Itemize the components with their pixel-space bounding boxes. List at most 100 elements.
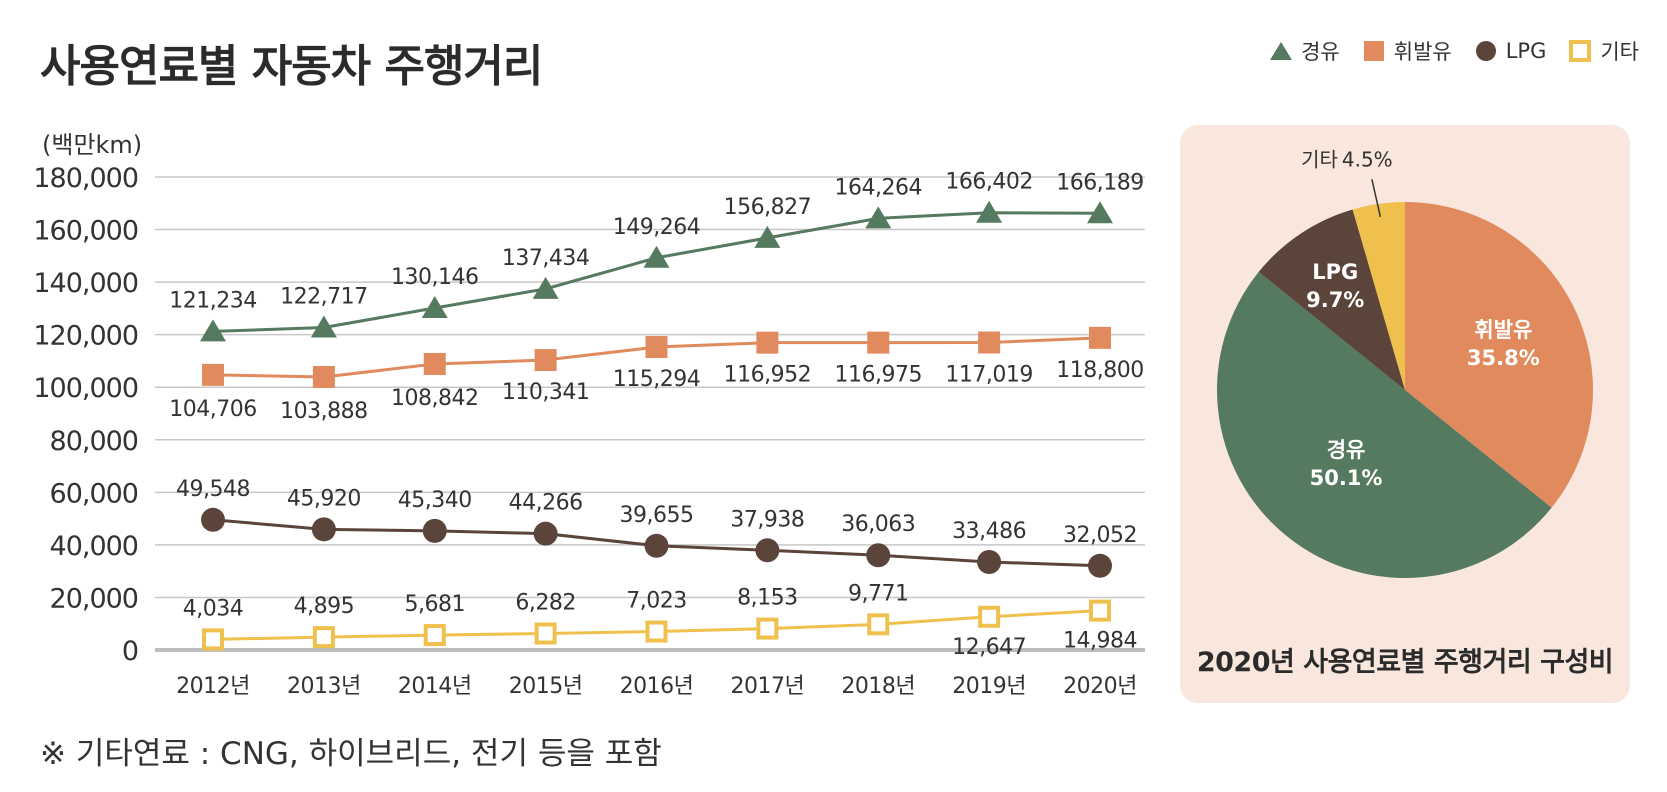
data-label: 115,294 xyxy=(613,367,700,392)
data-point xyxy=(754,225,781,248)
data-point xyxy=(310,315,337,338)
data-label: 4,034 xyxy=(183,596,243,621)
data-point xyxy=(201,507,225,532)
legend: 경유 휘발유 LPG 기타 xyxy=(1269,36,1639,66)
data-point xyxy=(1089,599,1111,622)
data-point xyxy=(978,331,1001,354)
data-point xyxy=(978,605,1001,628)
data-point xyxy=(534,349,557,372)
data-label: 103,888 xyxy=(280,399,367,424)
data-label: 110,341 xyxy=(502,380,589,405)
data-point xyxy=(867,613,890,636)
data-label: 45,340 xyxy=(398,488,472,513)
data-point xyxy=(643,245,670,268)
pie-slice xyxy=(1216,271,1552,579)
data-point xyxy=(1089,326,1111,349)
data-point xyxy=(645,336,668,359)
y-tick-label: 180,000 xyxy=(33,163,138,194)
data-point xyxy=(867,331,890,354)
data-label: 45,920 xyxy=(287,486,361,511)
data-label: 137,434 xyxy=(502,246,589,271)
pie-panel: 휘발유 35.8% 경유 50.1% LPG 9.7% 기타 4.5% 2020년 사용연료별… xyxy=(1180,125,1630,703)
y-tick-label: 160,000 xyxy=(33,216,138,247)
x-tick-label: 2015년 xyxy=(509,674,583,699)
data-point xyxy=(534,622,557,645)
slice-name-label: LPG xyxy=(1312,260,1358,284)
data-label: 149,264 xyxy=(613,215,700,240)
slice-name-label: 경유 xyxy=(1327,438,1366,462)
slice-name-label: 휘발유 xyxy=(1474,318,1532,342)
y-tick-label: 140,000 xyxy=(33,268,138,299)
y-tick-label: 20,000 xyxy=(50,583,138,614)
slice-name-label: 기타 xyxy=(1301,147,1338,171)
legend-label: 경유 xyxy=(1301,40,1340,64)
y-tick-label: 100,000 xyxy=(33,373,138,404)
y-tick-label: 80,000 xyxy=(50,426,138,457)
x-tick-label: 2013년 xyxy=(287,674,361,699)
data-label: 156,827 xyxy=(724,195,811,220)
legend-item-other: 기타 xyxy=(1568,36,1639,66)
data-label: 121,234 xyxy=(169,288,256,313)
data-label: 116,952 xyxy=(724,363,811,388)
data-point xyxy=(977,550,1002,575)
data-label: 108,842 xyxy=(391,386,478,411)
x-tick-label: 2017년 xyxy=(731,674,805,699)
triangle-marker-icon xyxy=(1270,42,1293,60)
y-axis-label: (백만km) xyxy=(42,131,142,159)
data-label: 39,655 xyxy=(620,503,694,528)
data-label: 6,282 xyxy=(515,590,575,615)
legend-item-lpg: LPG xyxy=(1474,39,1546,63)
slice-value-label: 4.5% xyxy=(1342,147,1393,171)
data-point xyxy=(422,518,447,543)
y-tick-label: 0 xyxy=(122,636,138,667)
y-tick-label: 40,000 xyxy=(50,531,138,562)
x-tick-label: 2019년 xyxy=(952,674,1026,699)
data-point xyxy=(312,626,335,649)
data-label: 32,052 xyxy=(1063,523,1137,548)
data-label: 8,153 xyxy=(737,586,797,611)
pie-slice xyxy=(1258,209,1405,390)
data-label: 166,189 xyxy=(1056,170,1143,195)
data-point xyxy=(421,296,448,319)
data-label: 33,486 xyxy=(952,519,1026,544)
data-label: 122,717 xyxy=(280,285,367,310)
data-point xyxy=(200,319,226,342)
data-point xyxy=(312,366,335,389)
data-label: 4,895 xyxy=(294,594,354,619)
data-label: 116,975 xyxy=(835,363,922,388)
data-point xyxy=(865,206,892,229)
data-point xyxy=(756,617,779,640)
data-label: 12,647 xyxy=(952,635,1026,660)
data-point xyxy=(311,517,336,542)
square-marker-icon xyxy=(1363,41,1384,61)
line-chart: (백만km) 0 20,000 40,000 60,000 80,000 100,000 12… xyxy=(33,131,1145,699)
data-point xyxy=(1087,201,1113,224)
data-label: 5,681 xyxy=(405,592,465,617)
legend-label: 휘발유 xyxy=(1393,40,1452,64)
data-label: 44,266 xyxy=(509,491,583,516)
data-point xyxy=(423,624,446,647)
data-point xyxy=(423,352,446,375)
data-point xyxy=(644,533,669,558)
chart-title: 사용연료별 자동차 주행거리 xyxy=(40,41,543,92)
data-point xyxy=(1088,553,1112,578)
data-label: 166,402 xyxy=(945,170,1032,195)
data-label: 9,771 xyxy=(848,581,908,606)
y-tick-label: 60,000 xyxy=(50,478,138,509)
x-tick-label: 2016년 xyxy=(620,674,694,699)
data-point xyxy=(533,521,558,546)
data-label: 14,984 xyxy=(1063,629,1137,654)
legend-item-diesel: 경유 xyxy=(1269,36,1340,66)
legend-label: 기타 xyxy=(1600,40,1639,64)
data-label: 37,938 xyxy=(730,507,804,532)
pie-slice xyxy=(1405,202,1593,508)
x-tick-label: 2014년 xyxy=(398,674,472,699)
x-tick-label: 2012년 xyxy=(176,674,250,699)
data-point xyxy=(755,538,780,563)
data-label: 104,706 xyxy=(169,397,256,422)
data-point xyxy=(645,620,668,643)
pie-slice xyxy=(1352,202,1405,390)
data-label: 164,264 xyxy=(835,175,922,200)
data-label: 118,800 xyxy=(1056,358,1143,383)
open-square-marker-icon xyxy=(1569,40,1592,62)
